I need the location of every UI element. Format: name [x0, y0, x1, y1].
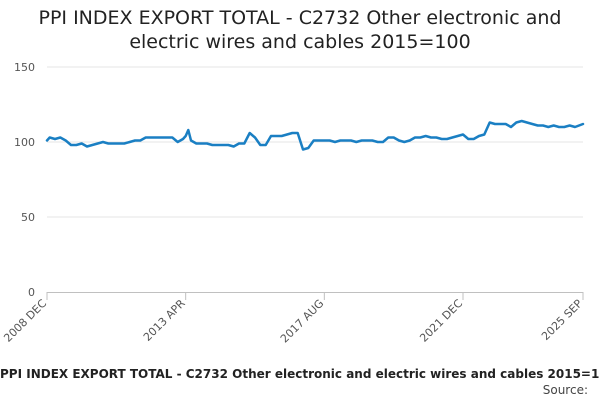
footer-title: PPI INDEX EXPORT TOTAL - C2732 Other ele…	[0, 367, 600, 381]
y-tick-label: 150	[14, 61, 35, 74]
y-tick-label: 50	[21, 211, 35, 224]
x-tick-label: 2017 AUG	[278, 297, 327, 346]
series-group	[45, 119, 585, 151]
y-tick-label: 100	[14, 136, 35, 149]
y-tick-label: 0	[28, 286, 35, 299]
series-line	[45, 119, 585, 151]
x-tick-label: 2021 DEC	[417, 297, 465, 345]
source-label: Source:	[542, 383, 588, 397]
x-tick-label: 2013 APR	[141, 297, 188, 344]
x-axis: 2008 DEC 2013 APR 2017 AUG 2021 DEC 2025 SEP	[1, 292, 585, 345]
x-tick-label: 2008 DEC	[1, 297, 49, 345]
y-axis-tick-labels: 0 50 100 150	[14, 61, 35, 299]
grid-lines	[47, 66, 583, 218]
x-tick-label: 2025 SEP	[539, 297, 585, 343]
chart-title-line-1: PPI INDEX EXPORT TOTAL - C2732 Other ele…	[38, 7, 562, 29]
chart-title: PPI INDEX EXPORT TOTAL - C2732 Other ele…	[0, 6, 600, 54]
chart-title-line-2: electric wires and cables 2015=100	[129, 31, 471, 53]
